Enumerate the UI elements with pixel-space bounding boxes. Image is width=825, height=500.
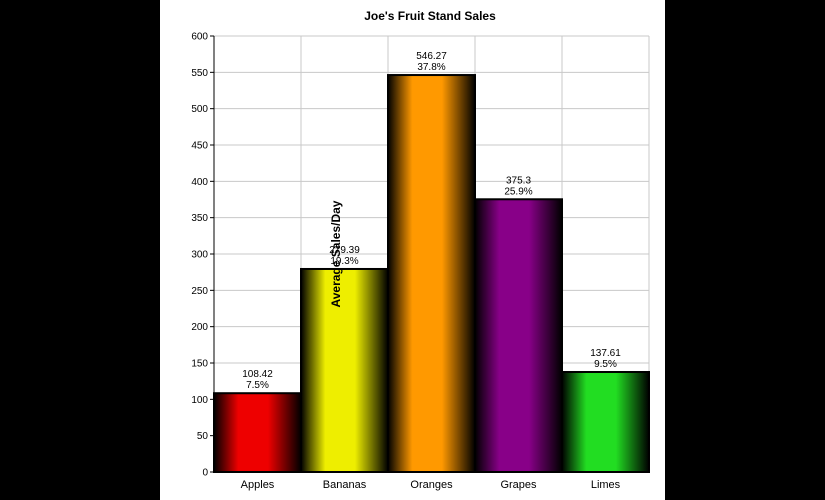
y-tick-label: 500 [191,104,208,115]
y-tick-label: 200 [191,322,208,333]
x-tick-labels: Apples Bananas Oranges Grapes Limes [241,479,621,491]
y-tick-label: 250 [191,286,208,297]
percent-label: 9.5% [594,359,617,370]
x-tick-label: Limes [591,479,621,491]
y-tick-label: 0 [202,468,208,479]
y-tick-label: 300 [191,250,208,261]
y-tick-label: 550 [191,68,208,79]
y-tick-labels: 0 50 100 150 200 250 300 350 400 450 500 550 600 [191,32,208,479]
percent-label: 37.8% [417,62,445,73]
y-tick-label: 450 [191,141,208,152]
y-tick-label: 400 [191,177,208,188]
y-tick-label: 50 [197,431,209,442]
bar-chart: Joe's Fruit Stand Sales 0 50 100 150 200 250 3… [191,9,650,491]
y-axis-label: Average Sales/Day [329,200,343,307]
bar-apples [213,392,302,474]
value-label: 108.42 [242,369,273,380]
x-tick-label: Oranges [410,479,453,491]
x-tick-label: Grapes [500,479,537,491]
value-label: 279.39 [329,245,360,256]
bar-limes [561,371,650,473]
bar-bananas [300,267,389,473]
value-label: 546.27 [416,51,447,62]
y-tick-label: 100 [191,395,208,406]
chart-title: Joe's Fruit Stand Sales [364,9,496,23]
chart-canvas: Joe's Fruit Stand Sales 0 50 100 150 200 250 3… [160,0,665,500]
bar-grapes [474,198,563,473]
x-tick-label: Apples [241,479,275,491]
percent-label: 25.9% [504,186,532,197]
bars [213,74,650,474]
percent-label: 19.3% [330,256,358,267]
value-label: 375.3 [506,175,531,186]
value-label: 137.61 [590,348,621,359]
y-tick-label: 350 [191,213,208,224]
bar-oranges [387,74,476,474]
x-tick-label: Bananas [323,479,367,491]
y-tick-label: 600 [191,32,208,43]
y-tick-label: 150 [191,359,208,370]
percent-label: 7.5% [246,380,269,391]
axes [210,35,649,473]
